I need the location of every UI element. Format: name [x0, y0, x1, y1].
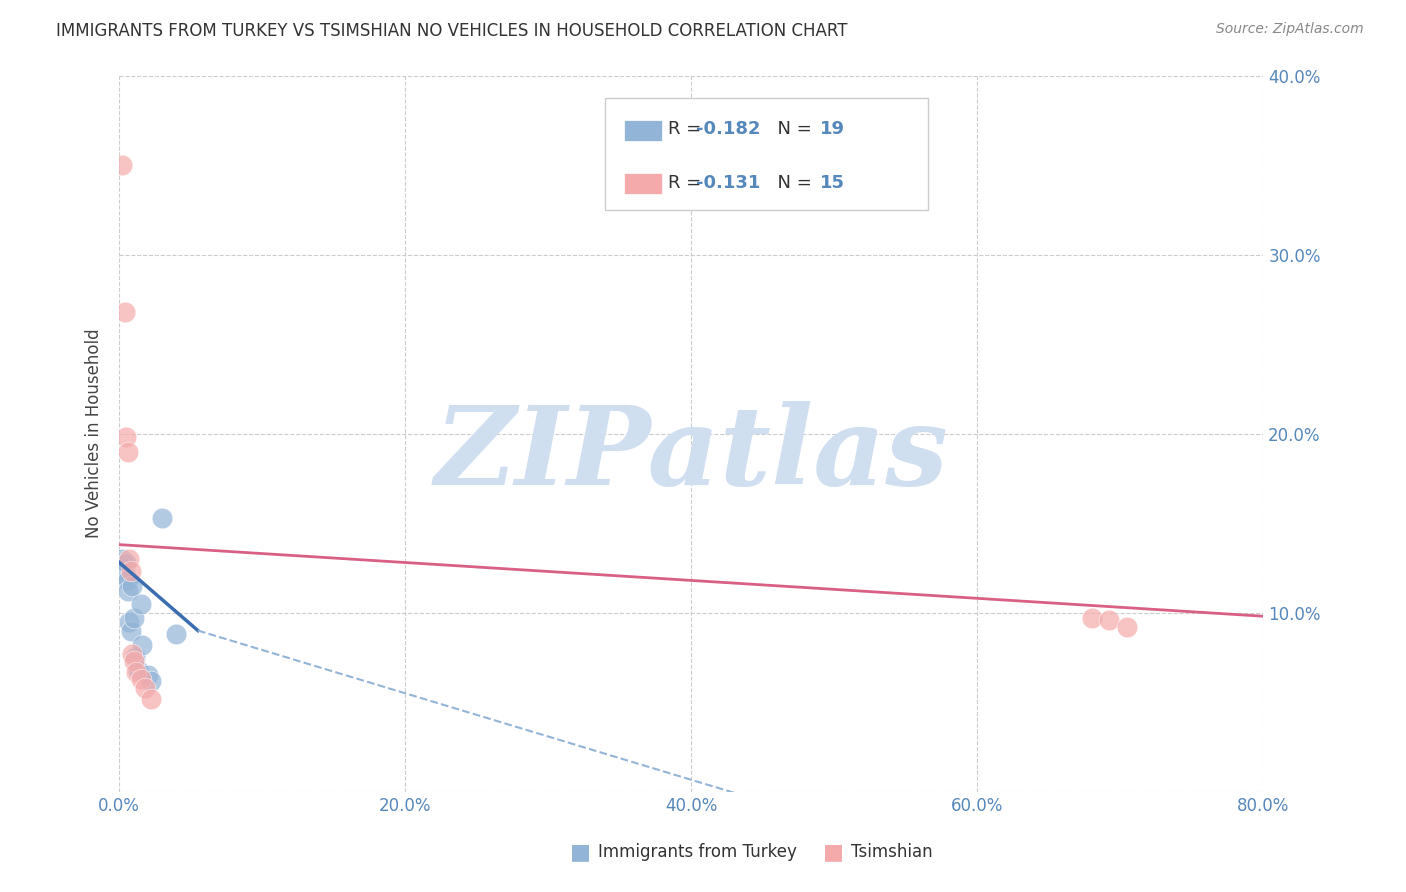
- Text: -0.131: -0.131: [696, 174, 761, 192]
- Point: [129, 672, 152, 686]
- Point: [1116, 620, 1139, 634]
- Point: [166, 627, 188, 641]
- Text: Immigrants from Turkey: Immigrants from Turkey: [598, 843, 796, 861]
- Point: [114, 305, 136, 319]
- Point: [115, 574, 138, 588]
- Text: 15: 15: [820, 174, 845, 192]
- Point: [1080, 611, 1102, 625]
- Point: [124, 650, 146, 665]
- Point: [117, 444, 139, 458]
- Point: [122, 611, 145, 625]
- Point: [1098, 613, 1121, 627]
- Point: [139, 691, 162, 706]
- Point: [129, 597, 152, 611]
- Point: [122, 654, 145, 668]
- Text: IMMIGRANTS FROM TURKEY VS TSIMSHIAN NO VEHICLES IN HOUSEHOLD CORRELATION CHART: IMMIGRANTS FROM TURKEY VS TSIMSHIAN NO V…: [56, 22, 848, 40]
- Point: [121, 579, 143, 593]
- Point: [136, 668, 159, 682]
- Point: [150, 510, 173, 524]
- Point: [120, 565, 142, 579]
- Point: [118, 552, 141, 566]
- Text: Tsimshian: Tsimshian: [851, 843, 932, 861]
- Point: [112, 558, 135, 572]
- Point: [117, 574, 139, 588]
- Point: [114, 566, 136, 581]
- Text: ZIPatlas: ZIPatlas: [434, 401, 948, 508]
- Point: [111, 158, 134, 172]
- Text: N =: N =: [766, 174, 818, 192]
- Point: [115, 556, 138, 570]
- Text: ■: ■: [823, 842, 844, 862]
- Point: [139, 673, 162, 688]
- Point: [115, 430, 138, 444]
- Text: Source: ZipAtlas.com: Source: ZipAtlas.com: [1216, 22, 1364, 37]
- Point: [117, 584, 139, 599]
- Y-axis label: No Vehicles in Household: No Vehicles in Household: [86, 329, 103, 539]
- Point: [127, 663, 149, 677]
- Point: [121, 647, 143, 661]
- Point: [118, 615, 141, 629]
- Text: R =: R =: [668, 174, 707, 192]
- Point: [125, 665, 148, 679]
- Text: N =: N =: [766, 120, 818, 138]
- Point: [134, 681, 156, 695]
- Point: [120, 624, 142, 638]
- Text: -0.182: -0.182: [696, 120, 761, 138]
- Point: [131, 638, 153, 652]
- Text: R =: R =: [668, 120, 707, 138]
- Text: 19: 19: [820, 120, 845, 138]
- Text: ■: ■: [569, 842, 591, 862]
- Point: [111, 552, 134, 566]
